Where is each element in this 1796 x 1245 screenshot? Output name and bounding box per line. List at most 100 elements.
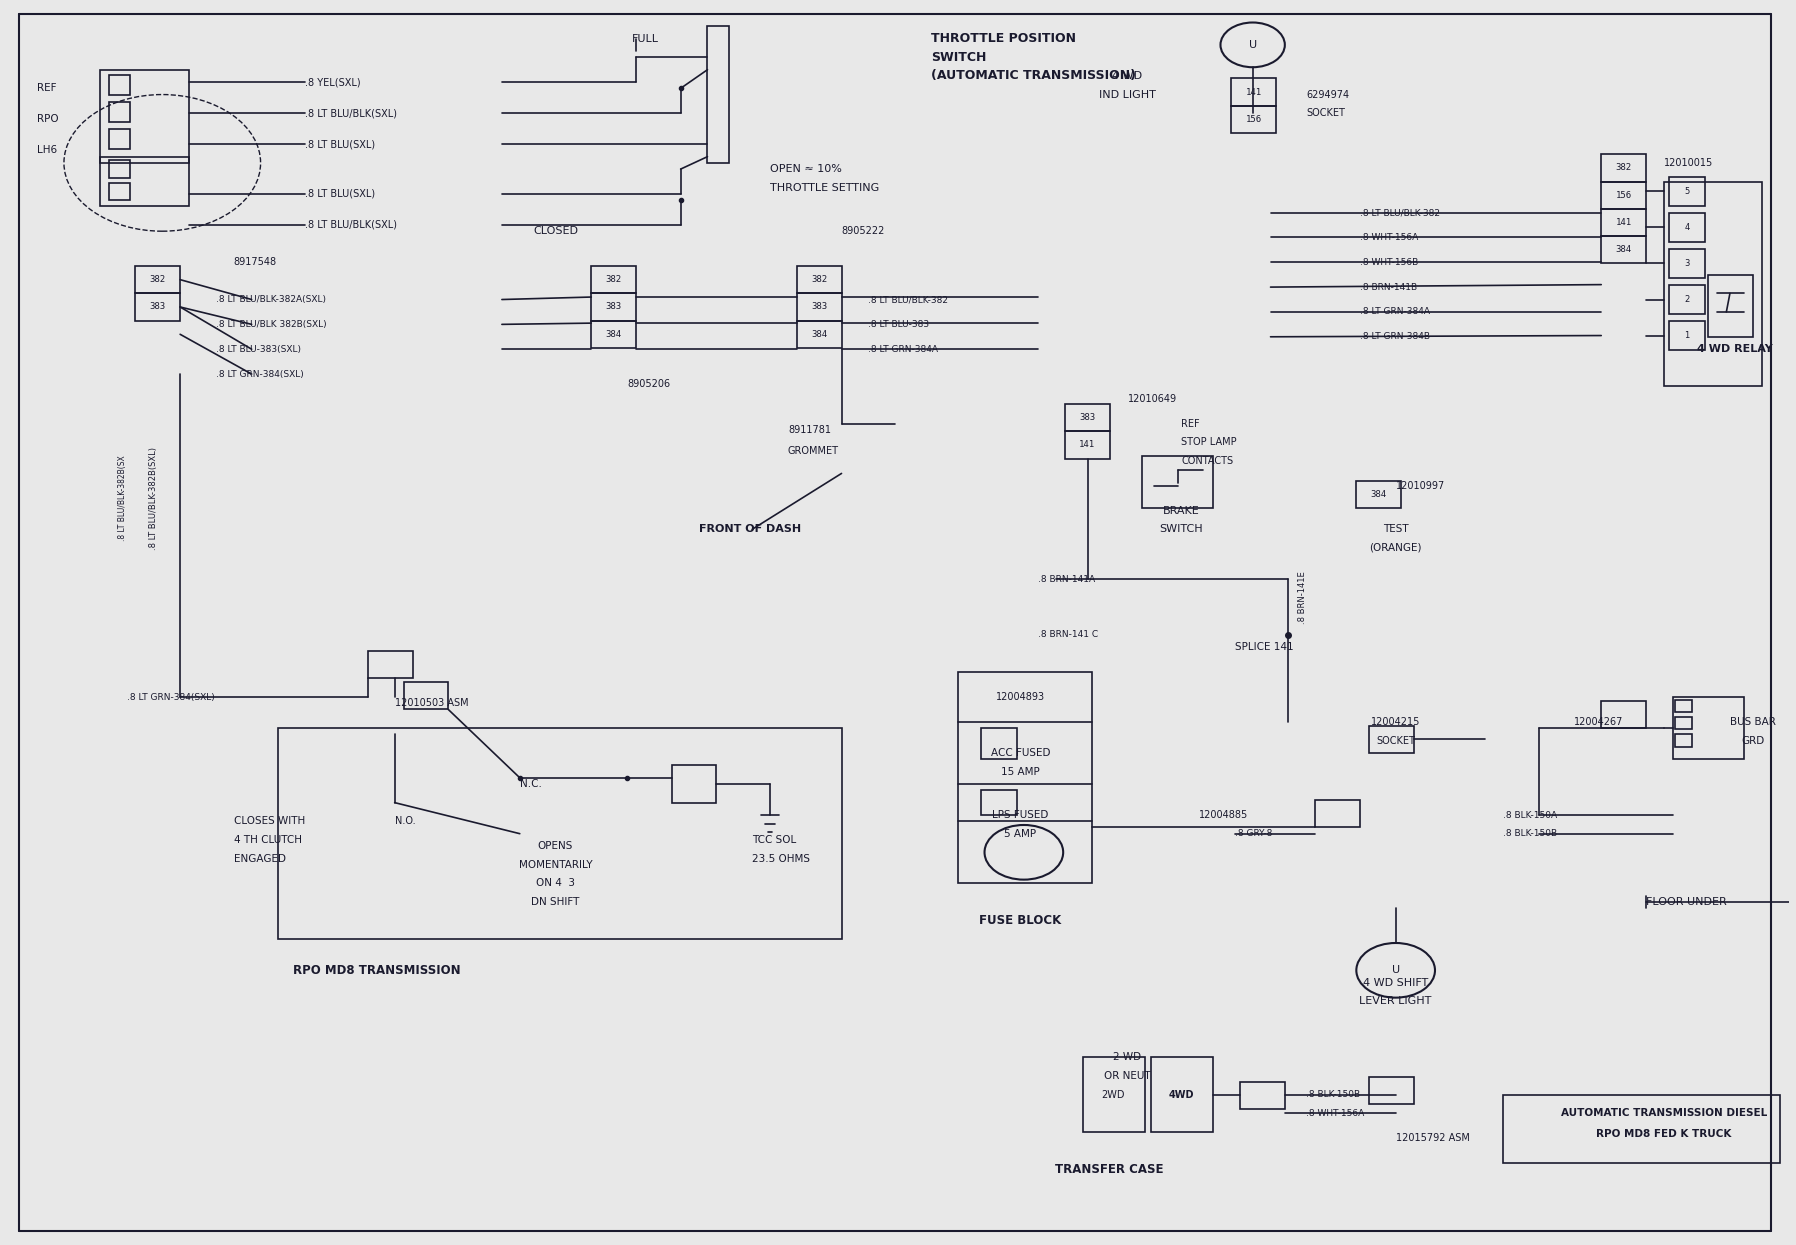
- Bar: [108, 75, 129, 95]
- Text: LPS FUSED: LPS FUSED: [991, 810, 1049, 820]
- Text: .8 LT GRN-384A: .8 LT GRN-384A: [1360, 308, 1430, 316]
- Text: .8 BLK-150B: .8 BLK-150B: [1503, 829, 1557, 838]
- Bar: [1602, 237, 1645, 264]
- Text: .8 LT GRN-384(SXL): .8 LT GRN-384(SXL): [126, 692, 214, 701]
- Text: MOMENTARILY: MOMENTARILY: [519, 860, 593, 870]
- Text: .8 LT BLU/BLK-382A(SXL): .8 LT BLU/BLK-382A(SXL): [216, 295, 325, 304]
- Text: SPLICE 141: SPLICE 141: [1236, 642, 1293, 652]
- Bar: [591, 294, 636, 321]
- Text: .8 LT BLU/BLK 382B(SXL): .8 LT BLU/BLK 382B(SXL): [216, 320, 327, 329]
- Text: .8 YEL(SXL): .8 YEL(SXL): [305, 77, 361, 87]
- Text: 4 TH CLUTCH: 4 TH CLUTCH: [233, 835, 302, 845]
- Text: GROMMET: GROMMET: [788, 446, 839, 456]
- Text: .8 LT GRN-384B: .8 LT GRN-384B: [1360, 332, 1430, 341]
- Text: U: U: [1248, 40, 1257, 50]
- Bar: [278, 728, 842, 939]
- Text: .8 BRN-141A: .8 BRN-141A: [1038, 574, 1096, 584]
- Bar: [957, 672, 1092, 884]
- Text: ENGAGED: ENGAGED: [233, 854, 286, 864]
- Bar: [1142, 456, 1214, 508]
- Text: 5: 5: [1685, 187, 1690, 195]
- Text: 383: 383: [149, 303, 165, 311]
- Text: .8 LT BLU-383(SXL): .8 LT BLU-383(SXL): [216, 345, 302, 354]
- Text: .8 LT BLU/BLK-382: .8 LT BLU/BLK-382: [1360, 208, 1440, 217]
- Bar: [101, 157, 189, 207]
- Bar: [1668, 213, 1704, 243]
- Text: .8 LT BLU-383: .8 LT BLU-383: [867, 320, 930, 329]
- Text: GRD: GRD: [1742, 736, 1765, 746]
- Bar: [1065, 431, 1110, 458]
- Text: 383: 383: [1079, 413, 1096, 422]
- Bar: [1663, 182, 1762, 386]
- Text: U: U: [1392, 965, 1399, 975]
- Text: 8911781: 8911781: [788, 425, 832, 435]
- Text: TEST: TEST: [1383, 524, 1408, 534]
- Bar: [1668, 321, 1704, 350]
- Text: .8 BRN-141B: .8 BRN-141B: [1360, 283, 1417, 291]
- Text: LEVER LIGHT: LEVER LIGHT: [1360, 996, 1431, 1006]
- Text: 12010997: 12010997: [1395, 481, 1446, 491]
- Text: 4: 4: [1685, 223, 1690, 232]
- Bar: [797, 294, 842, 321]
- Text: .8 LT BLU(SXL): .8 LT BLU(SXL): [305, 189, 375, 199]
- Text: 156: 156: [1245, 115, 1261, 124]
- Text: TRANSFER CASE: TRANSFER CASE: [1056, 1163, 1164, 1175]
- Text: ON 4  3: ON 4 3: [535, 879, 575, 889]
- Text: 12004885: 12004885: [1200, 810, 1248, 820]
- Bar: [1602, 182, 1645, 209]
- Text: 383: 383: [812, 303, 828, 311]
- Text: SOCKET: SOCKET: [1306, 108, 1345, 118]
- Text: 156: 156: [1616, 190, 1631, 199]
- Bar: [1151, 1057, 1214, 1132]
- Bar: [1356, 481, 1401, 508]
- Text: DN SHIFT: DN SHIFT: [532, 896, 580, 908]
- Text: REF: REF: [1182, 418, 1200, 428]
- Bar: [1668, 285, 1704, 315]
- Bar: [108, 183, 129, 200]
- Text: BRAKE: BRAKE: [1162, 505, 1200, 515]
- Text: N.C.: N.C.: [519, 779, 542, 789]
- Bar: [368, 651, 413, 679]
- Bar: [591, 266, 636, 294]
- Text: 5 AMP: 5 AMP: [1004, 829, 1036, 839]
- Text: THROTTLE SETTING: THROTTLE SETTING: [770, 183, 880, 193]
- Text: AUTOMATIC TRANSMISSION DIESEL: AUTOMATIC TRANSMISSION DIESEL: [1561, 1108, 1767, 1118]
- Bar: [1602, 154, 1645, 182]
- Text: 382: 382: [605, 275, 621, 284]
- Text: .8 LT BLU/BLK-382B(SX: .8 LT BLU/BLK-382B(SX: [119, 456, 128, 542]
- Text: 384: 384: [812, 330, 828, 339]
- Text: .8 LT BLU/BLK-382: .8 LT BLU/BLK-382: [867, 295, 948, 304]
- Text: REF: REF: [38, 83, 57, 93]
- Text: (AUTOMATIC TRANSMISSION): (AUTOMATIC TRANSMISSION): [930, 70, 1135, 82]
- Bar: [101, 70, 189, 163]
- Bar: [797, 266, 842, 294]
- Text: BUS BAR: BUS BAR: [1730, 717, 1776, 727]
- Text: 4 WD SHIFT: 4 WD SHIFT: [1363, 977, 1428, 987]
- Bar: [708, 26, 729, 163]
- Text: 8917548: 8917548: [233, 258, 277, 268]
- Bar: [797, 321, 842, 347]
- Text: RPO MD8 TRANSMISSION: RPO MD8 TRANSMISSION: [293, 964, 460, 977]
- Bar: [1674, 735, 1692, 747]
- Text: .8 BLK-150A: .8 BLK-150A: [1503, 810, 1557, 819]
- Bar: [1668, 177, 1704, 207]
- Text: 384: 384: [605, 330, 621, 339]
- Text: 8905206: 8905206: [627, 378, 670, 388]
- Text: 141: 141: [1616, 218, 1631, 227]
- Bar: [1241, 1082, 1284, 1109]
- Text: 6294974: 6294974: [1306, 90, 1349, 100]
- Text: SWITCH: SWITCH: [930, 51, 986, 63]
- Text: THROTTLE POSITION: THROTTLE POSITION: [930, 32, 1076, 45]
- Text: 4WD: 4WD: [1169, 1089, 1194, 1099]
- Bar: [135, 266, 180, 294]
- Bar: [108, 102, 129, 122]
- Text: N.O.: N.O.: [395, 817, 415, 827]
- Text: .8 WHT-156A: .8 WHT-156A: [1306, 1109, 1365, 1118]
- Bar: [1232, 78, 1275, 106]
- Text: .8 LT BLU/BLK(SXL): .8 LT BLU/BLK(SXL): [305, 108, 397, 118]
- Text: STOP LAMP: STOP LAMP: [1182, 437, 1237, 447]
- Bar: [1674, 717, 1692, 730]
- Bar: [1602, 701, 1645, 728]
- Bar: [1674, 700, 1692, 712]
- Text: .8 GRY-8: .8 GRY-8: [1236, 829, 1272, 838]
